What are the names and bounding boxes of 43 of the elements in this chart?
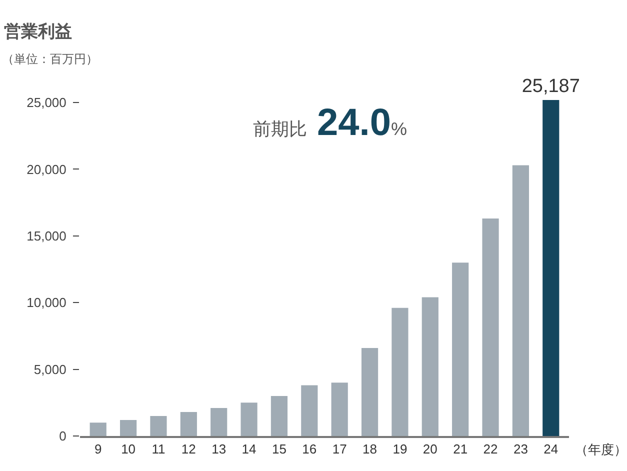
data-label: 25,187 [522,76,580,97]
y-tick-label: 10,000 [26,295,66,310]
x-tick-label: 13 [212,441,226,456]
x-tick-label: 22 [483,441,498,456]
x-tick-label: 11 [152,441,166,456]
bar [392,308,408,436]
x-tick-label: 9 [94,441,102,456]
x-tick-label: 10 [121,441,136,456]
y-tick-label: 5,000 [34,362,66,377]
bar [210,408,228,436]
x-tick-label: 21 [453,441,468,456]
bar [120,420,137,436]
x-tick-label: 16 [302,441,317,456]
bar [150,416,167,436]
bar [90,422,106,436]
y-tick-label: 0 [59,428,66,444]
x-tick-label: 15 [272,441,286,456]
y-tick-label: 25,000 [26,95,66,110]
bar [422,297,438,436]
bar [452,262,469,436]
x-tick-label: 23 [513,441,528,456]
bar [240,402,258,436]
bar [180,412,197,436]
x-tick-label: 17 [332,441,347,456]
chart-subtitle: （単位：百万円） [2,52,98,66]
x-tick-label: 14 [242,441,256,456]
bar [512,165,529,436]
bar [542,100,560,436]
x-tick-label: 18 [362,441,378,456]
chart-title: 営業利益 [4,22,72,41]
x-tick-label: 12 [181,441,196,456]
x-tick-label: 24 [544,441,558,456]
y-tick-label: 20,000 [26,162,66,177]
x-axis-title: （年度） [575,442,627,457]
bar [331,382,348,436]
bar [482,218,499,436]
x-tick-label: 19 [392,441,408,456]
annotation: 前期比 24.0% [253,102,407,144]
y-tick-label: 15,000 [26,228,66,244]
x-tick-label: 20 [422,441,438,456]
bar [301,385,318,436]
bar [361,348,378,436]
bar [270,396,288,436]
